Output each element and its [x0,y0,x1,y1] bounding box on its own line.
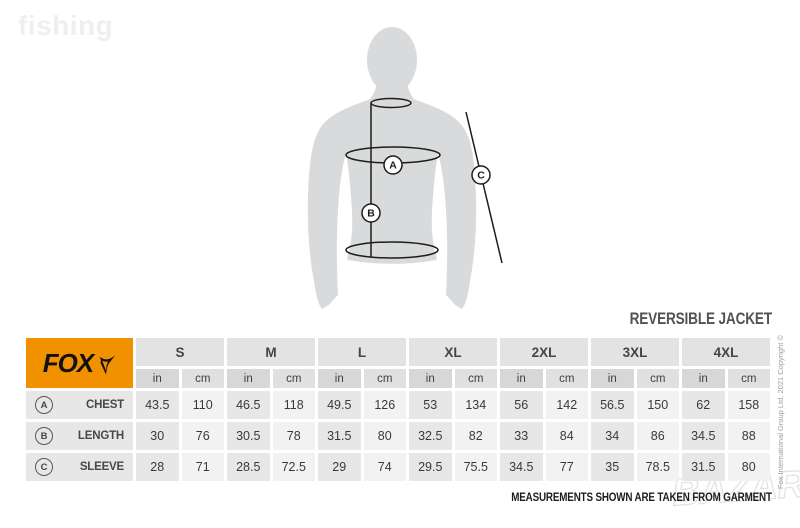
fox-wordmark: FOX [42,348,94,378]
sleeve-xl-in: 29.5 [409,453,452,481]
sleeve-2xl-cm: 77 [545,453,588,481]
row-label-length: LENGTH [77,430,124,442]
chest-l-in: 49.5 [318,391,361,419]
chest-xl-in: 53 [409,391,452,419]
sleeve-3xl-in: 35 [591,453,634,481]
size-chart-table: FOX S M L XL 2XL 3XL 4XL in cm in cm in … [26,338,770,481]
marker-a-badge: A [35,396,53,414]
length-2xl-in: 33 [500,422,543,450]
copyright-text: Fox International Group Ltd. 2021 Copyri… [776,335,785,489]
length-s-cm: 76 [181,422,224,450]
marker-a: A [383,155,403,175]
size-header-3xl: 3XL [591,338,679,366]
row-label-sleeve: SLEEVE [79,461,124,473]
measurement-note: MEASUREMENTS SHOWN ARE TAKEN FROM GARMEN… [511,490,772,504]
chest-3xl-cm: 150 [636,391,679,419]
unit-header: cm [363,369,406,388]
page-title: REVERSIBLE JACKET [629,309,773,328]
marker-c: C [471,165,491,185]
sleeve-measure-line [465,111,503,264]
marker-c-badge: C [35,458,53,476]
row-header-length: B LENGTH [26,422,133,450]
row-header-chest: A CHEST [26,391,133,419]
size-header-2xl: 2XL [500,338,588,366]
row-label-chest: CHEST [86,399,124,411]
size-header-m: M [227,338,315,366]
sleeve-m-in: 28.5 [227,453,270,481]
marker-b-letter: B [367,208,375,220]
fishing-watermark: fishing [18,10,114,41]
chest-xl-cm: 134 [454,391,497,419]
sleeve-s-cm: 71 [181,453,224,481]
size-header-l: L [318,338,406,366]
chest-4xl-in: 62 [682,391,725,419]
unit-header: in [500,369,543,388]
sleeve-l-cm: 74 [363,453,406,481]
unit-header: in [591,369,634,388]
unit-header: cm [545,369,588,388]
unit-header: in [136,369,179,388]
length-m-cm: 78 [272,422,315,450]
length-l-cm: 80 [363,422,406,450]
chest-s-cm: 110 [181,391,224,419]
chest-4xl-cm: 158 [727,391,770,419]
sleeve-m-cm: 72.5 [272,453,315,481]
length-4xl-in: 34.5 [682,422,725,450]
sleeve-4xl-in: 31.5 [682,453,725,481]
chest-l-cm: 126 [363,391,406,419]
unit-header: cm [727,369,770,388]
sleeve-3xl-cm: 78.5 [636,453,679,481]
unit-header: in [682,369,725,388]
length-m-in: 30.5 [227,422,270,450]
unit-header: cm [181,369,224,388]
mannequin-torso [307,72,477,309]
chest-m-cm: 118 [272,391,315,419]
length-2xl-cm: 84 [545,422,588,450]
unit-header: in [409,369,452,388]
chest-3xl-in: 56.5 [591,391,634,419]
chest-m-in: 46.5 [227,391,270,419]
length-3xl-cm: 86 [636,422,679,450]
length-s-in: 30 [136,422,179,450]
length-4xl-cm: 88 [727,422,770,450]
unit-header: in [318,369,361,388]
length-xl-cm: 82 [454,422,497,450]
sleeve-s-in: 28 [136,453,179,481]
fox-logo: FOX [26,338,133,388]
sleeve-4xl-cm: 80 [727,453,770,481]
size-header-xl: XL [409,338,497,366]
chest-2xl-cm: 142 [545,391,588,419]
unit-header: cm [636,369,679,388]
chest-2xl-in: 56 [500,391,543,419]
sleeve-l-in: 29 [318,453,361,481]
chest-s-in: 43.5 [136,391,179,419]
length-xl-in: 32.5 [409,422,452,450]
unit-header: cm [272,369,315,388]
marker-a-letter: A [389,160,397,172]
sleeve-2xl-in: 34.5 [500,453,543,481]
marker-b-badge: B [35,427,53,445]
row-header-sleeve: C SLEEVE [26,453,133,481]
body-measurement-diagram: A B C [307,27,503,309]
fox-head-icon [97,354,116,374]
length-l-in: 31.5 [318,422,361,450]
marker-c-letter: C [477,170,485,182]
unit-header: in [227,369,270,388]
marker-b: B [361,203,381,223]
unit-header: cm [454,369,497,388]
sleeve-xl-cm: 75.5 [454,453,497,481]
size-header-4xl: 4XL [682,338,770,366]
length-3xl-in: 34 [591,422,634,450]
size-header-s: S [136,338,224,366]
hem-measure-ellipse [345,241,439,259]
